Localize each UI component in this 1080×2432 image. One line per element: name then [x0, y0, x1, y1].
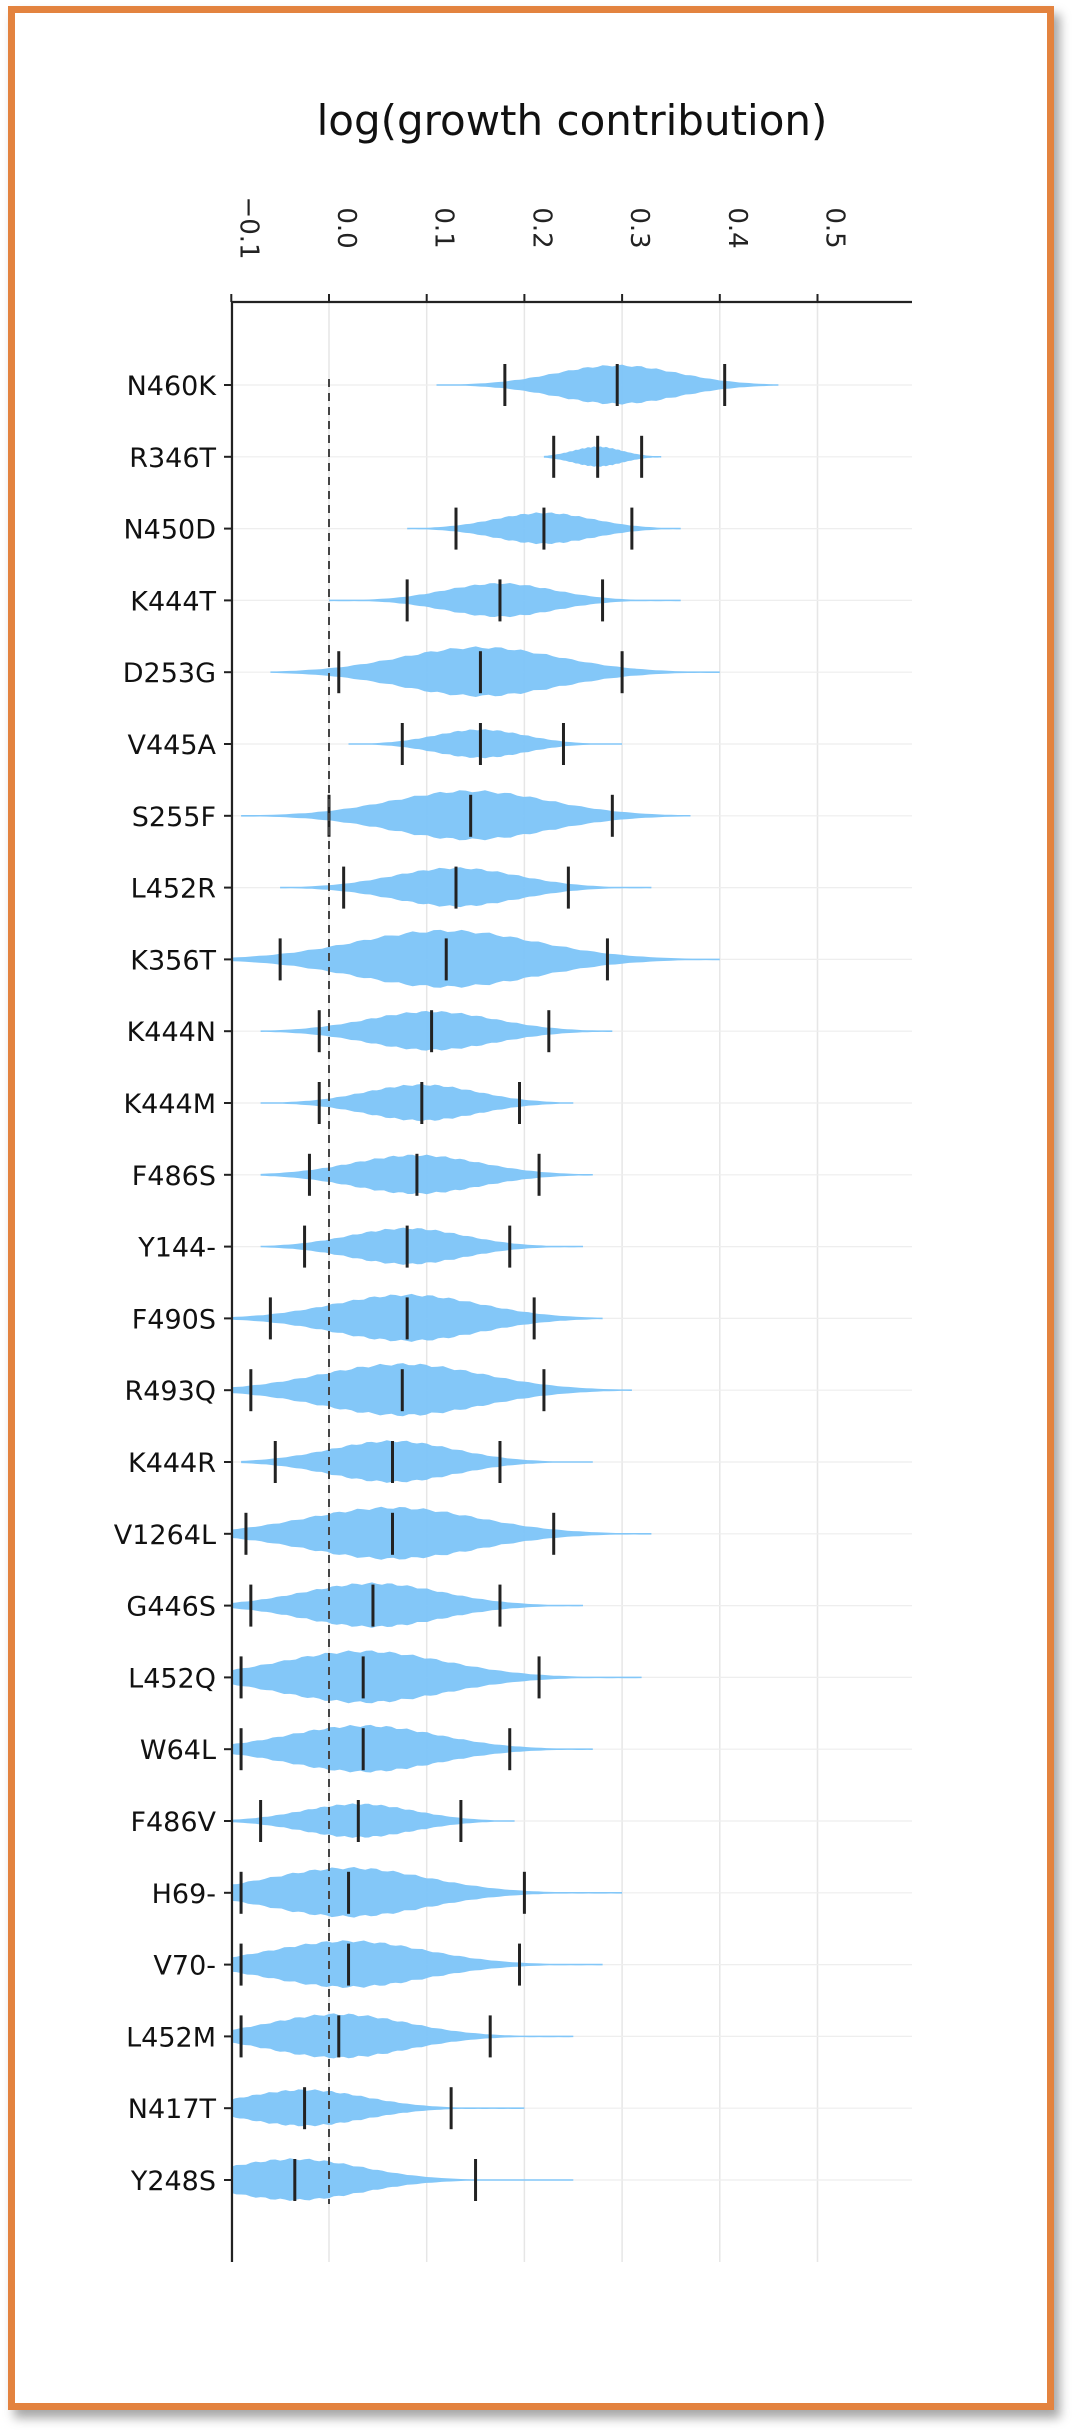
x-tick-label: 0.0	[331, 207, 361, 248]
x-tick-label: 0.2	[526, 207, 556, 248]
category-label: K444N	[127, 1017, 216, 1048]
category-label: W64L	[140, 1735, 216, 1766]
violin-k444r	[241, 1440, 593, 1483]
violin-l452q	[233, 1650, 642, 1704]
category-label: Y144-	[137, 1233, 216, 1264]
violin-body	[241, 790, 691, 841]
violin-body	[233, 929, 720, 988]
x-tick-label: −0.1	[233, 196, 263, 259]
category-label: V1264L	[114, 1520, 216, 1551]
violin-k444n	[260, 1010, 613, 1053]
violin-v1264l	[233, 1506, 652, 1560]
violin-body	[348, 729, 623, 759]
chart-title: log(growth contribution)	[317, 96, 828, 145]
violins	[233, 364, 779, 2201]
violin-body	[233, 1293, 603, 1342]
category-label: G446S	[126, 1592, 216, 1623]
category-label: D253G	[123, 658, 216, 689]
violin-body	[280, 867, 652, 908]
category-label: F486V	[130, 1807, 216, 1838]
violin-body	[436, 364, 779, 405]
violin-g446s	[233, 1582, 583, 1628]
violin-body	[241, 1440, 593, 1483]
violin-body	[233, 1650, 642, 1704]
violin-body	[233, 1867, 623, 1918]
x-tick-label: 0.4	[722, 207, 752, 248]
axes: −0.1 0.0 0.1 0.2 0.3 0.4 0.5 N460K R346T N450D K44…	[114, 196, 912, 2262]
violin-body	[260, 1227, 583, 1265]
violin-v445a	[348, 723, 623, 765]
violin-h69	[233, 1867, 623, 1918]
violin-f490s	[233, 1293, 603, 1342]
violin-y248s	[233, 2158, 574, 2201]
violin-body	[543, 446, 662, 467]
violin-r493q	[233, 1363, 632, 1417]
violin-body	[233, 1506, 652, 1560]
violin-body	[233, 1724, 593, 1773]
category-label: Y248S	[130, 2166, 216, 2197]
violin-r346t	[543, 435, 662, 478]
violin-f486v	[233, 1800, 515, 1842]
violin-body	[260, 1011, 613, 1051]
violin-body	[233, 2013, 574, 2059]
violin-y144	[260, 1225, 583, 1268]
violin-body	[233, 1363, 632, 1417]
violin-n460k	[436, 364, 779, 406]
violin-w64l	[233, 1724, 593, 1773]
category-label: K444R	[128, 1448, 216, 1479]
violin-body	[233, 1803, 515, 1838]
violin-body	[233, 1940, 603, 1988]
category-label: K444M	[123, 1089, 216, 1120]
violin-n450d	[407, 507, 681, 550]
category-label: N450D	[123, 515, 216, 546]
category-label: R493Q	[124, 1376, 216, 1407]
category-label: V70-	[153, 1951, 216, 1982]
category-label: N460K	[127, 371, 218, 402]
category-label: L452M	[126, 2022, 216, 2053]
violin-body	[260, 1154, 593, 1195]
violin-body	[233, 2089, 525, 2127]
violin-k444m	[260, 1082, 574, 1124]
category-label: F490S	[132, 1304, 216, 1335]
category-label: L452Q	[128, 1663, 216, 1694]
violin-body	[270, 646, 720, 697]
violin-k356t	[233, 929, 720, 988]
violin-s255f	[241, 790, 691, 841]
violin-body	[233, 2158, 574, 2201]
violin-v70	[233, 1940, 603, 1988]
category-label: S255F	[132, 802, 216, 833]
category-label: L452R	[131, 874, 216, 905]
category-label: K444T	[130, 586, 216, 617]
category-label: K356T	[130, 945, 216, 976]
figure-frame	[8, 6, 1054, 2410]
x-tick-label: 0.5	[820, 207, 850, 248]
category-label: H69-	[152, 1879, 216, 1910]
violin-body	[233, 1582, 583, 1628]
violin-f486s	[260, 1153, 593, 1196]
violin-body	[329, 583, 681, 618]
x-tick-label: 0.1	[429, 207, 459, 248]
x-tick-label: 0.3	[624, 207, 654, 248]
category-label: F486S	[132, 1161, 216, 1192]
violin-k444t	[329, 579, 681, 622]
violin-l452r	[280, 866, 652, 909]
category-label: N417T	[128, 2094, 217, 2125]
violin-body	[260, 1084, 574, 1122]
violin-l452m	[233, 2013, 574, 2059]
category-label: R346T	[129, 443, 216, 474]
category-label: V445A	[128, 730, 217, 761]
violin-d253g	[270, 646, 720, 697]
violin-n417t	[233, 2087, 525, 2130]
